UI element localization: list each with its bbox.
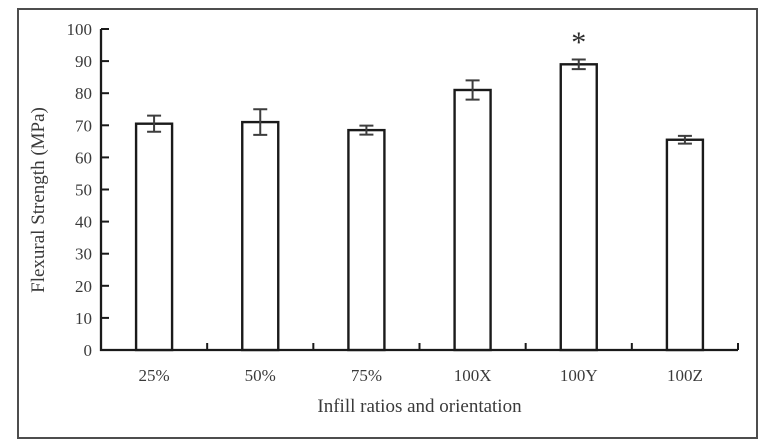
error-bar-75% [359, 124, 374, 136]
y-tick-label: 50 [75, 181, 92, 200]
bar-50% [241, 120, 280, 352]
bar-75% [347, 128, 386, 352]
error-bar-100Z [677, 134, 692, 145]
x-tick-label: 100X [454, 366, 492, 385]
axis-lines [99, 29, 738, 352]
significance-asterisk: * [571, 26, 586, 59]
bar-25% [134, 122, 174, 352]
error-bar-100Y [571, 58, 586, 71]
y-tick-label: 0 [84, 341, 93, 360]
bar-100Y [559, 63, 598, 352]
y-tick-label: 40 [75, 213, 92, 232]
x-tick-label: 25% [138, 366, 169, 385]
y-axis-title: Flexural Strength (MPa) [28, 107, 49, 293]
error-bar-25% [147, 114, 162, 133]
figure-border [17, 8, 758, 439]
y-tick-label: 10 [75, 309, 92, 328]
y-tick-label: 100 [67, 20, 93, 39]
bar-100X [453, 88, 492, 352]
y-tick-label: 80 [75, 84, 92, 103]
y-tick-label: 20 [75, 277, 92, 296]
error-bar-50% [253, 108, 268, 136]
x-tick-label: 100Y [560, 366, 598, 385]
error-bar-100X [465, 79, 480, 101]
x-tick-label: 100Z [667, 366, 703, 385]
y-tick-label: 30 [75, 245, 92, 264]
x-tick-label: 50% [245, 366, 276, 385]
x-axis-title: Infill ratios and orientation [317, 396, 522, 417]
x-tick-label: 75% [351, 366, 382, 385]
y-tick-label: 70 [75, 116, 92, 135]
y-tick-label: 90 [75, 52, 92, 71]
bar-100Z [665, 138, 705, 352]
y-tick-label: 60 [75, 148, 92, 167]
